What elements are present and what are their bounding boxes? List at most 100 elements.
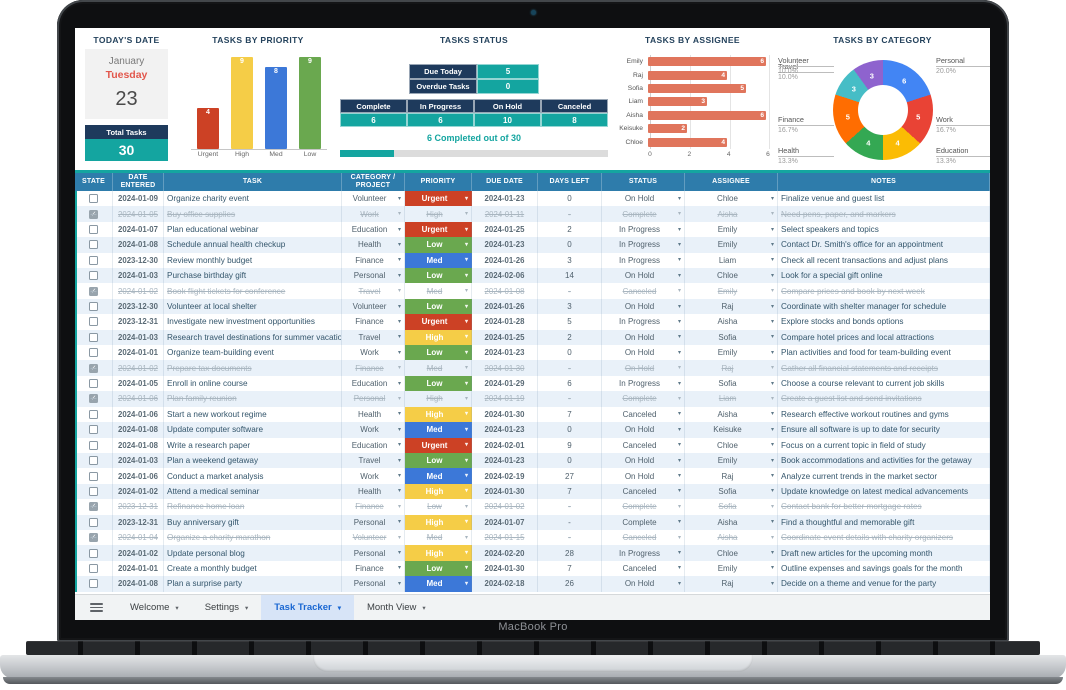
due-date-cell[interactable]: 2024-01-25 — [472, 221, 538, 238]
notes-cell[interactable]: Create a guest list and send invitations — [778, 391, 990, 407]
priority-cell[interactable]: Med ▾ — [405, 529, 472, 546]
notes-cell[interactable]: Explore stocks and bonds options — [778, 314, 990, 330]
due-date-cell[interactable]: 2024-02-06 — [472, 268, 538, 284]
task-cell[interactable]: Conduct a market analysis — [164, 468, 342, 484]
assignee-cell[interactable]: Emily ▾ — [685, 560, 778, 577]
category-cell[interactable]: Personal ▾ — [342, 514, 405, 530]
sheet-tab-task-tracker[interactable]: Task Tracker ▾ — [261, 595, 354, 620]
date-entered-cell[interactable]: 2024-01-02 — [113, 483, 164, 500]
due-date-cell[interactable]: 2024-01-15 — [472, 529, 538, 546]
notes-cell[interactable]: Analyze current trends in the market sec… — [778, 468, 990, 484]
task-cell[interactable]: Plan educational webinar — [164, 221, 342, 238]
assignee-cell[interactable]: Aisha ▾ — [685, 314, 778, 330]
row-checkbox[interactable] — [89, 302, 98, 312]
task-cell[interactable]: Refinance home loan — [164, 499, 342, 515]
notes-cell[interactable]: Research effective workout routines and … — [778, 406, 990, 423]
date-entered-cell[interactable]: 2024-01-07 — [113, 221, 164, 238]
assignee-cell[interactable]: Emily ▾ — [685, 345, 778, 361]
row-checkbox[interactable] — [89, 271, 98, 281]
row-checkbox[interactable] — [89, 486, 98, 496]
task-cell[interactable]: Book flight tickets for conference — [164, 283, 342, 299]
category-cell[interactable]: Personal ▾ — [342, 545, 405, 561]
category-cell[interactable]: Work ▾ — [342, 468, 405, 484]
date-entered-cell[interactable]: 2024-01-08 — [113, 576, 164, 592]
priority-cell[interactable]: Low ▾ — [405, 499, 472, 515]
date-entered-cell[interactable]: 2024-01-09 — [113, 191, 164, 207]
due-date-cell[interactable]: 2024-01-30 — [472, 406, 538, 423]
due-date-cell[interactable]: 2024-01-19 — [472, 391, 538, 407]
task-cell[interactable]: Buy anniversary gift — [164, 514, 342, 530]
status-cell[interactable]: In Progress ▾ — [602, 221, 685, 238]
priority-cell[interactable]: Urgent ▾ — [405, 191, 472, 207]
due-date-cell[interactable]: 2024-01-02 — [472, 499, 538, 515]
date-entered-cell[interactable]: 2024-01-01 — [113, 560, 164, 577]
priority-cell[interactable]: High ▾ — [405, 391, 472, 407]
priority-cell[interactable]: Urgent ▾ — [405, 314, 472, 330]
row-checkbox[interactable] — [89, 194, 98, 204]
priority-cell[interactable]: High ▾ — [405, 206, 472, 222]
category-cell[interactable]: Volunteer ▾ — [342, 298, 405, 315]
status-cell[interactable]: Complete ▾ — [602, 499, 685, 515]
category-cell[interactable]: Education ▾ — [342, 437, 405, 453]
notes-cell[interactable]: Outline expenses and savings goals for t… — [778, 560, 990, 577]
row-checkbox[interactable] — [89, 471, 98, 481]
due-date-cell[interactable]: 2024-02-19 — [472, 468, 538, 484]
notes-cell[interactable]: Compare hotel prices and local attractio… — [778, 329, 990, 346]
notes-cell[interactable]: Look for a special gift online — [778, 268, 990, 284]
row-checkbox[interactable] — [89, 456, 98, 466]
task-cell[interactable]: Purchase birthday gift — [164, 268, 342, 284]
status-cell[interactable]: In Progress ▾ — [602, 237, 685, 253]
task-cell[interactable]: Plan family reunion — [164, 391, 342, 407]
notes-cell[interactable]: Plan activities and food for team-buildi… — [778, 345, 990, 361]
assignee-cell[interactable]: Raj ▾ — [685, 298, 778, 315]
priority-cell[interactable]: High ▾ — [405, 406, 472, 423]
row-checkbox[interactable]: ✓ — [89, 286, 98, 296]
status-cell[interactable]: In Progress ▾ — [602, 252, 685, 269]
notes-cell[interactable]: Decide on a theme and venue for the part… — [778, 576, 990, 592]
status-cell[interactable]: Canceled ▾ — [602, 529, 685, 546]
assignee-cell[interactable]: Raj ▾ — [685, 576, 778, 592]
due-date-cell[interactable]: 2024-01-26 — [472, 298, 538, 315]
status-cell[interactable]: Canceled ▾ — [602, 283, 685, 299]
status-cell[interactable]: Complete ▾ — [602, 391, 685, 407]
task-cell[interactable]: Organize charity event — [164, 191, 342, 207]
task-cell[interactable]: Plan a surprise party — [164, 576, 342, 592]
due-date-cell[interactable]: 2024-01-30 — [472, 483, 538, 500]
assignee-cell[interactable]: Sofia ▾ — [685, 329, 778, 346]
priority-cell[interactable]: Med ▾ — [405, 422, 472, 438]
assignee-cell[interactable]: Sofia ▾ — [685, 499, 778, 515]
assignee-cell[interactable]: Sofia ▾ — [685, 375, 778, 392]
status-cell[interactable]: Complete ▾ — [602, 514, 685, 530]
task-cell[interactable]: Volunteer at local shelter — [164, 298, 342, 315]
date-entered-cell[interactable]: 2024-01-08 — [113, 437, 164, 453]
assignee-cell[interactable]: Aisha ▾ — [685, 206, 778, 222]
notes-cell[interactable]: Check all recent transactions and adjust… — [778, 252, 990, 269]
row-checkbox[interactable] — [89, 548, 98, 558]
task-cell[interactable]: Write a research paper — [164, 437, 342, 453]
status-cell[interactable]: Canceled ▾ — [602, 437, 685, 453]
category-cell[interactable]: Finance ▾ — [342, 499, 405, 515]
notes-cell[interactable]: Update knowledge on latest medical advan… — [778, 483, 990, 500]
task-cell[interactable]: Review monthly budget — [164, 252, 342, 269]
priority-cell[interactable]: High ▾ — [405, 514, 472, 530]
date-entered-cell[interactable]: 2024-01-02 — [113, 283, 164, 299]
category-cell[interactable]: Travel ▾ — [342, 283, 405, 299]
row-checkbox[interactable] — [89, 440, 98, 450]
category-cell[interactable]: Health ▾ — [342, 406, 405, 423]
due-date-cell[interactable]: 2024-01-08 — [472, 283, 538, 299]
status-cell[interactable]: On Hold ▾ — [602, 576, 685, 592]
category-cell[interactable]: Finance ▾ — [342, 560, 405, 577]
category-cell[interactable]: Health ▾ — [342, 483, 405, 500]
category-cell[interactable]: Finance ▾ — [342, 252, 405, 269]
assignee-cell[interactable]: Aisha ▾ — [685, 529, 778, 546]
category-cell[interactable]: Travel ▾ — [342, 329, 405, 346]
due-date-cell[interactable]: 2024-01-23 — [472, 191, 538, 207]
priority-cell[interactable]: Med ▾ — [405, 576, 472, 592]
row-checkbox[interactable]: ✓ — [89, 533, 98, 543]
notes-cell[interactable]: Choose a course relevant to current job … — [778, 375, 990, 392]
due-date-cell[interactable]: 2024-01-07 — [472, 514, 538, 530]
priority-cell[interactable]: Low ▾ — [405, 375, 472, 392]
status-cell[interactable]: On Hold ▾ — [602, 268, 685, 284]
priority-cell[interactable]: Low ▾ — [405, 345, 472, 361]
assignee-cell[interactable]: Liam ▾ — [685, 391, 778, 407]
